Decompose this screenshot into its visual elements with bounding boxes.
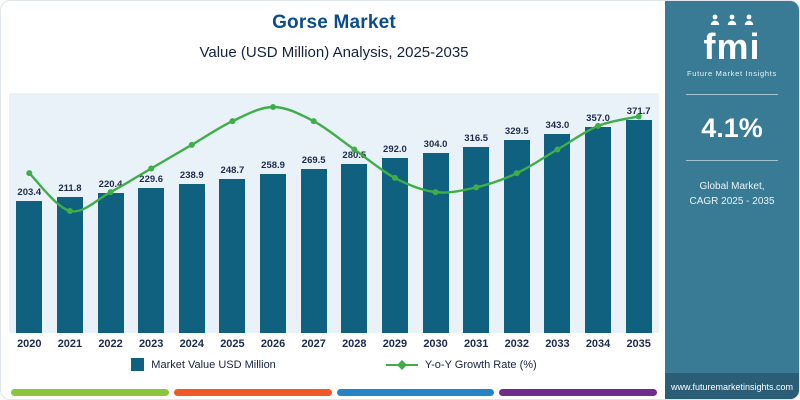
market-value-bar: [544, 134, 571, 333]
bar-column: 211.8: [50, 93, 91, 333]
footer-strip: [11, 389, 657, 396]
footer-strip-segment: [173, 389, 332, 396]
x-axis-year-label: 2031: [463, 338, 489, 350]
chart-subtitle: Value (USD Million) Analysis, 2025-2035: [199, 44, 469, 61]
x-axis-year-label: 2033: [545, 338, 570, 350]
footer-strip-segment: [11, 389, 169, 396]
chart-legend: Market Value USD Million Y-o-Y Growth Ra…: [1, 358, 667, 371]
bar-value-label: 316.5: [464, 133, 489, 144]
x-axis-year-label: 2028: [342, 338, 367, 350]
chart-header: Gorse Market Value (USD Million) Analysi…: [1, 1, 667, 61]
x-axis-year-label: 2030: [423, 338, 448, 350]
market-value-bar: [138, 188, 165, 333]
market-value-bar: [585, 127, 612, 333]
market-value-bar: [341, 164, 368, 333]
market-value-bar: [625, 120, 652, 333]
bar-column: 329.5: [497, 93, 538, 333]
bar-value-label: 229.6: [139, 174, 164, 185]
brand-sidebar: fmi Future Market Insights 4.1% Global M…: [665, 1, 799, 399]
x-axis-year-label: 2023: [138, 338, 164, 350]
fmi-logo: fmi Future Market Insights: [687, 13, 777, 78]
bar-value-label: 269.5: [301, 155, 326, 166]
chart-title: Gorse Market: [272, 12, 396, 33]
bar-column: 343.0: [537, 93, 578, 333]
bar-value-label: 211.8: [58, 183, 82, 194]
footer-strip-segment: [499, 389, 657, 396]
market-value-bar: [56, 197, 83, 333]
market-value-bar: [260, 174, 287, 333]
market-value-bar: [178, 184, 205, 333]
x-axis-year-label: 2035: [626, 338, 651, 350]
market-value-bar: [97, 193, 124, 333]
x-axis-year-label: 2026: [260, 338, 286, 350]
bar-column: 304.0: [415, 93, 456, 333]
market-value-bar: [463, 147, 490, 333]
bar-column: 258.9: [253, 93, 294, 333]
bar-column: 229.6: [131, 93, 172, 333]
plot-area: 203.4 211.8 220.4 229.6 238.9 248.7 258.9 269.5…: [9, 93, 659, 333]
x-axis-year-label: 2024: [179, 338, 205, 350]
x-axis-year-label: 2027: [301, 338, 326, 350]
chart-main-area: Gorse Market Value (USD Million) Analysi…: [1, 1, 667, 399]
bar-value-label: 329.5: [504, 126, 529, 137]
cagr-label: Global Market, CAGR 2025 - 2035: [689, 179, 774, 210]
cagr-label-line1: Global Market,: [699, 180, 765, 192]
bar-value-label: 238.9: [179, 170, 204, 181]
bar-column: 203.4: [9, 93, 50, 333]
x-axis-year-label: 2029: [382, 338, 408, 350]
bar-column: 248.7: [212, 93, 253, 333]
bar-value-label: 258.9: [261, 160, 285, 171]
bar-value-label: 343.0: [545, 120, 570, 131]
bar-value-label: 220.4: [98, 179, 123, 190]
line-series-swatch-icon: [385, 359, 418, 370]
market-value-bar: [381, 158, 408, 333]
bar-value-label: 304.0: [423, 139, 448, 150]
market-value-bar: [503, 140, 530, 333]
cagr-value: 4.1%: [701, 112, 763, 143]
x-axis-year-label: 2025: [220, 338, 245, 350]
x-axis-year-label: 2032: [504, 338, 530, 350]
market-value-bar: [422, 153, 449, 333]
bar-column: 292.0: [375, 93, 416, 333]
legend-line-label: Y-o-Y Growth Rate (%): [424, 358, 537, 371]
logo-subtext: Future Market Insights: [686, 69, 777, 78]
logo-people-icon: [710, 14, 754, 25]
bar-column: 238.9: [172, 93, 213, 333]
legend-bar-label: Market Value USD Million: [151, 358, 276, 371]
bar-column: 371.7: [618, 93, 659, 333]
bar-value-label: 371.7: [626, 106, 651, 117]
bar-value-label: 248.7: [220, 165, 245, 176]
bar-series-swatch-icon: [131, 358, 145, 371]
bar-column: 357.0: [578, 93, 619, 333]
bar-column: 220.4: [90, 93, 131, 333]
bar-value-label: 203.4: [17, 187, 42, 198]
x-axis-year-label: 2021: [57, 338, 83, 350]
legend-item-market-value: Market Value USD Million: [131, 358, 276, 371]
x-axis-year-label: 2020: [17, 338, 42, 350]
bar-value-label: 280.5: [342, 150, 367, 161]
legend-item-growth-rate: Y-o-Y Growth Rate (%): [385, 358, 537, 371]
market-value-bar: [300, 169, 327, 333]
footer-strip-segment: [336, 389, 495, 396]
bar-value-label: 357.0: [586, 113, 610, 124]
bars-row: 203.4 211.8 220.4 229.6 238.9 248.7 258.9 269.5…: [9, 93, 659, 333]
bar-column: 316.5: [456, 93, 497, 333]
bar-column: 269.5: [293, 93, 334, 333]
website-bar: www.futuremarketinsights.com: [665, 373, 799, 399]
cagr-label-line2: CAGR 2025 - 2035: [689, 196, 775, 207]
sidebar-divider-top: [686, 93, 778, 95]
x-axis-year-label: 2034: [585, 338, 611, 350]
bar-column: 280.5: [334, 93, 375, 333]
years-row: 2020 2021 2022 2023 2024 2025 2026 2027 2028 2029…: [9, 338, 659, 350]
website-url: www.futuremarketinsights.com: [670, 382, 794, 392]
sidebar-divider-bottom: [686, 159, 778, 161]
bar-value-label: 292.0: [383, 144, 407, 155]
x-axis-year-label: 2022: [98, 338, 123, 350]
logo-text: fmi: [703, 26, 761, 67]
market-value-bar: [16, 201, 43, 333]
market-value-bar: [219, 179, 246, 333]
